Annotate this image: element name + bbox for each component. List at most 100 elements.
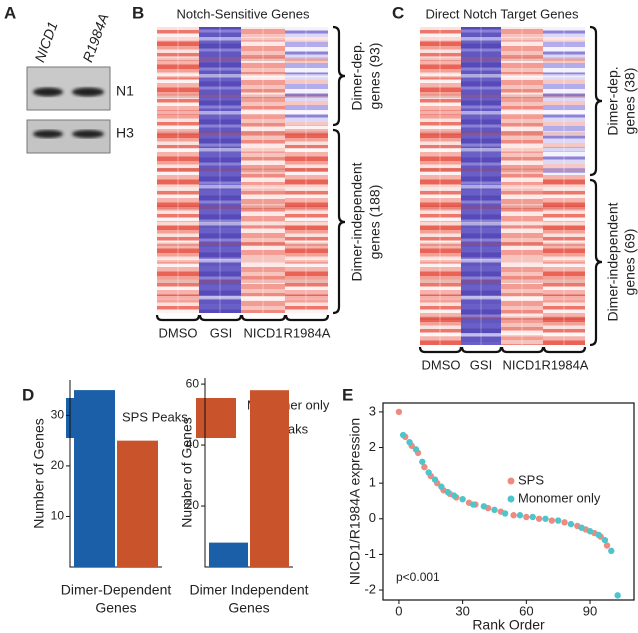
cluster-label: genes (38) bbox=[622, 68, 638, 135]
y-tick-label: 10 bbox=[51, 509, 65, 523]
panel-label: E bbox=[342, 385, 353, 404]
point bbox=[431, 476, 439, 483]
x-tick-label: 60 bbox=[519, 603, 533, 618]
panel-title: Direct Notch Target Genes bbox=[426, 6, 579, 21]
band-label: N1 bbox=[116, 83, 134, 99]
group-label: NICD1 bbox=[502, 357, 541, 372]
y-tick-label: 30 bbox=[51, 408, 65, 422]
group-label: DMSO bbox=[159, 325, 198, 340]
y-tick-label: 3 bbox=[369, 403, 376, 418]
heatmap bbox=[157, 27, 328, 313]
point bbox=[450, 492, 458, 499]
point bbox=[603, 542, 611, 549]
point bbox=[516, 512, 524, 519]
point bbox=[399, 431, 407, 439]
cluster-label: genes (188) bbox=[367, 185, 383, 260]
panel-title: Notch-Sensitive Genes bbox=[177, 6, 310, 21]
legend-swatch bbox=[196, 398, 236, 438]
cluster-label: Dimer-dep. bbox=[605, 66, 621, 135]
group-label: R1984A bbox=[284, 325, 331, 340]
y-tick-label: 20 bbox=[51, 458, 65, 472]
band bbox=[72, 130, 104, 138]
x-tick-label: 90 bbox=[583, 603, 597, 618]
group-label: NICD1 bbox=[243, 325, 282, 340]
point bbox=[561, 519, 568, 526]
y-tick-label: 1 bbox=[369, 475, 376, 490]
bar bbox=[74, 390, 115, 567]
point bbox=[535, 515, 543, 522]
point bbox=[542, 515, 549, 522]
point bbox=[567, 520, 575, 528]
heatmap bbox=[420, 27, 585, 345]
point bbox=[578, 524, 585, 531]
group-label: GSI bbox=[470, 357, 492, 372]
x-axis-label: Genes bbox=[228, 600, 269, 616]
y-tick-label: 40 bbox=[186, 437, 200, 451]
y-tick-label: 2 bbox=[369, 439, 376, 454]
annotation: p<0.001 bbox=[396, 570, 440, 584]
point bbox=[438, 483, 445, 490]
point bbox=[406, 438, 413, 446]
x-axis-label: Dimer-Dependent bbox=[61, 582, 172, 598]
bar bbox=[250, 390, 289, 567]
point bbox=[510, 512, 517, 519]
lane-label: NICD1 bbox=[31, 19, 60, 64]
point bbox=[501, 510, 509, 517]
point bbox=[459, 495, 466, 503]
point bbox=[470, 501, 477, 508]
group-label: DMSO bbox=[422, 357, 461, 372]
point bbox=[595, 531, 602, 539]
point bbox=[412, 446, 420, 453]
band-label: H3 bbox=[116, 125, 134, 141]
point bbox=[586, 528, 594, 535]
point bbox=[419, 458, 426, 465]
group-bracket bbox=[155, 314, 330, 322]
band bbox=[33, 87, 63, 97]
legend-marker bbox=[507, 477, 515, 485]
cluster-label: genes (93) bbox=[367, 43, 383, 110]
x-tick-label: 30 bbox=[455, 603, 469, 618]
plot-frame bbox=[382, 402, 635, 601]
x-axis-label: Dimer Independent bbox=[189, 582, 308, 598]
legend-label: SPS bbox=[518, 472, 544, 487]
point bbox=[395, 408, 403, 416]
y-tick-label: 20 bbox=[186, 498, 200, 512]
y-tick-label: -2 bbox=[364, 581, 376, 596]
point bbox=[529, 513, 536, 521]
point bbox=[491, 506, 498, 514]
x-tick-label: 0 bbox=[395, 603, 402, 618]
y-tick-label: -1 bbox=[364, 546, 376, 561]
point bbox=[554, 517, 562, 524]
y-axis-label: Number of Genes bbox=[179, 417, 195, 528]
bar bbox=[117, 440, 158, 567]
band bbox=[33, 130, 63, 138]
legend-label: SPS Peaks bbox=[122, 409, 188, 424]
cluster-label: genes (69) bbox=[622, 229, 638, 296]
panel-label: C bbox=[392, 3, 404, 22]
cluster-label: Dimer-independent bbox=[349, 162, 365, 281]
point bbox=[608, 547, 615, 555]
cluster-brace bbox=[589, 25, 603, 347]
x-axis-label: Genes bbox=[95, 600, 136, 616]
x-axis-label: Rank Order bbox=[472, 617, 545, 633]
y-axis-label: NICD1/R1984A expression bbox=[347, 418, 363, 585]
group-bracket bbox=[418, 346, 587, 354]
point bbox=[548, 517, 556, 524]
point bbox=[480, 503, 488, 510]
point bbox=[614, 592, 621, 599]
y-tick-label: 60 bbox=[186, 376, 200, 390]
group-label: R1984A bbox=[542, 357, 589, 372]
y-tick-label: 0 bbox=[369, 510, 376, 525]
legend-marker bbox=[507, 495, 515, 503]
y-axis-label: Number of Genes bbox=[31, 418, 47, 529]
legend-label: Monomer only bbox=[518, 490, 601, 505]
point bbox=[444, 488, 451, 496]
cluster-label: Dimer-dep. bbox=[349, 41, 365, 110]
lane-label: R1984A bbox=[79, 11, 111, 64]
cluster-brace bbox=[332, 25, 346, 315]
cluster-label: Dimer-independent bbox=[605, 202, 621, 321]
point bbox=[421, 463, 428, 471]
band bbox=[72, 87, 104, 97]
